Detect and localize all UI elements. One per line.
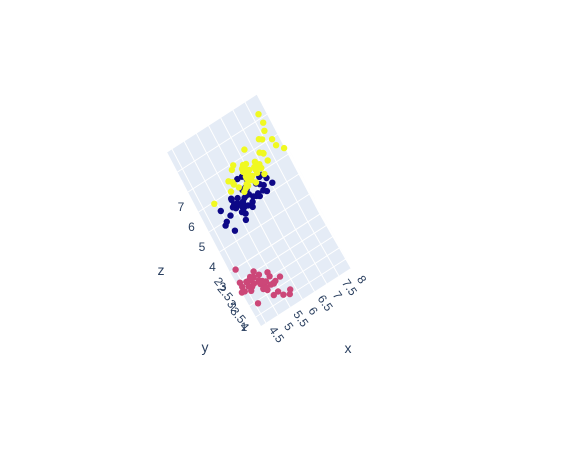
data-point-series-1[interactable] bbox=[245, 283, 252, 290]
data-point-series-3[interactable] bbox=[260, 119, 267, 126]
gridline-z-side bbox=[256, 93, 289, 149]
data-point-series-3[interactable] bbox=[254, 169, 261, 177]
data-point-series-3[interactable] bbox=[249, 172, 256, 180]
data-point-series-2[interactable] bbox=[234, 194, 241, 202]
gridline-y-floor bbox=[255, 258, 347, 318]
data-point-series-3[interactable] bbox=[239, 161, 247, 169]
data-point-series-3[interactable] bbox=[251, 158, 259, 165]
gridline-z-side bbox=[267, 113, 299, 169]
data-point-series-2[interactable] bbox=[217, 207, 224, 215]
data-point-series-3[interactable] bbox=[241, 146, 248, 153]
data-point-series-2[interactable] bbox=[227, 212, 234, 219]
data-point-series-1[interactable] bbox=[272, 277, 279, 285]
data-point-series-2[interactable] bbox=[249, 203, 256, 211]
data-point-series-1[interactable] bbox=[254, 300, 262, 307]
data-point-series-2[interactable] bbox=[260, 187, 267, 194]
data-point-series-3[interactable] bbox=[259, 149, 267, 157]
data-point-series-3[interactable] bbox=[239, 168, 247, 176]
data-point-series-1[interactable] bbox=[287, 286, 294, 293]
gridline-z-side bbox=[277, 133, 310, 189]
gridline-z-side bbox=[319, 213, 352, 269]
data-point-series-2[interactable] bbox=[260, 181, 267, 189]
data-point-series-2[interactable] bbox=[228, 195, 235, 202]
data-point-series-3[interactable] bbox=[227, 188, 235, 195]
data-point-series-3[interactable] bbox=[268, 136, 276, 143]
data-point-series-3[interactable] bbox=[264, 157, 271, 164]
z-tick-label: 6 bbox=[188, 220, 195, 234]
data-point-series-2[interactable] bbox=[234, 175, 241, 183]
z-tick-label: 1 bbox=[241, 320, 248, 334]
data-point-series-2[interactable] bbox=[231, 227, 239, 234]
z-tick-label: 3 bbox=[220, 280, 227, 294]
data-point-series-1[interactable] bbox=[247, 275, 255, 282]
data-point-series-3[interactable] bbox=[245, 176, 252, 184]
data-points bbox=[211, 111, 294, 307]
data-point-series-1[interactable] bbox=[274, 288, 282, 295]
data-point-series-1[interactable] bbox=[286, 290, 293, 298]
data-point-series-3[interactable] bbox=[255, 111, 262, 118]
z-tick-label: 5 bbox=[199, 240, 206, 254]
data-point-series-3[interactable] bbox=[235, 184, 242, 191]
data-point-series-1[interactable] bbox=[280, 291, 287, 298]
data-point-series-2[interactable] bbox=[254, 190, 262, 197]
data-point-series-3[interactable] bbox=[230, 181, 237, 188]
y-axis-title: y bbox=[202, 339, 209, 355]
x-axis-title: x bbox=[345, 340, 352, 356]
data-point-series-2[interactable] bbox=[250, 193, 257, 200]
gridline-z-back bbox=[177, 113, 268, 173]
gridline-z-side bbox=[288, 153, 320, 209]
data-point-series-3[interactable] bbox=[261, 170, 268, 178]
data-point-series-1[interactable] bbox=[276, 273, 284, 280]
data-point-series-2[interactable] bbox=[242, 216, 250, 224]
z-tick-label: 4 bbox=[209, 260, 216, 274]
gridline-z-back bbox=[229, 213, 321, 273]
data-point-series-2[interactable] bbox=[238, 202, 245, 210]
gridline-z-side bbox=[309, 193, 341, 249]
data-point-series-1[interactable] bbox=[255, 271, 263, 278]
z-axis-title: z bbox=[158, 262, 165, 278]
data-point-series-3[interactable] bbox=[225, 178, 232, 185]
data-point-series-1[interactable] bbox=[270, 291, 277, 299]
data-point-series-3[interactable] bbox=[230, 162, 237, 169]
data-point-series-1[interactable] bbox=[250, 280, 258, 287]
gridline-z-back bbox=[219, 193, 310, 253]
data-point-series-3[interactable] bbox=[241, 188, 248, 196]
data-point-series-2[interactable] bbox=[223, 218, 230, 225]
data-point-series-3[interactable] bbox=[261, 127, 268, 134]
data-point-series-3[interactable] bbox=[258, 164, 265, 172]
data-point-series-3[interactable] bbox=[280, 144, 288, 152]
data-point-series-3[interactable] bbox=[211, 200, 218, 207]
data-point-series-3[interactable] bbox=[259, 136, 266, 143]
gridline-y-floor bbox=[249, 247, 340, 307]
data-point-series-2[interactable] bbox=[269, 179, 276, 186]
data-point-series-3[interactable] bbox=[272, 142, 280, 149]
gridline-z-back bbox=[166, 93, 258, 153]
data-point-series-2[interactable] bbox=[249, 198, 256, 205]
data-point-series-3[interactable] bbox=[244, 182, 252, 189]
data-point-series-1[interactable] bbox=[267, 281, 275, 288]
z-tick-label: 7 bbox=[178, 200, 185, 214]
z-tick-label: 2 bbox=[230, 300, 237, 314]
floor-pane bbox=[230, 214, 351, 326]
data-point-series-1[interactable] bbox=[266, 273, 273, 280]
data-point-series-1[interactable] bbox=[263, 284, 270, 292]
gridline-z-side bbox=[298, 173, 331, 229]
data-point-series-2[interactable] bbox=[233, 200, 241, 207]
data-point-series-1[interactable] bbox=[241, 288, 248, 295]
data-point-series-1[interactable] bbox=[250, 268, 257, 275]
data-point-series-1[interactable] bbox=[256, 279, 263, 286]
data-point-series-1[interactable] bbox=[232, 266, 239, 273]
